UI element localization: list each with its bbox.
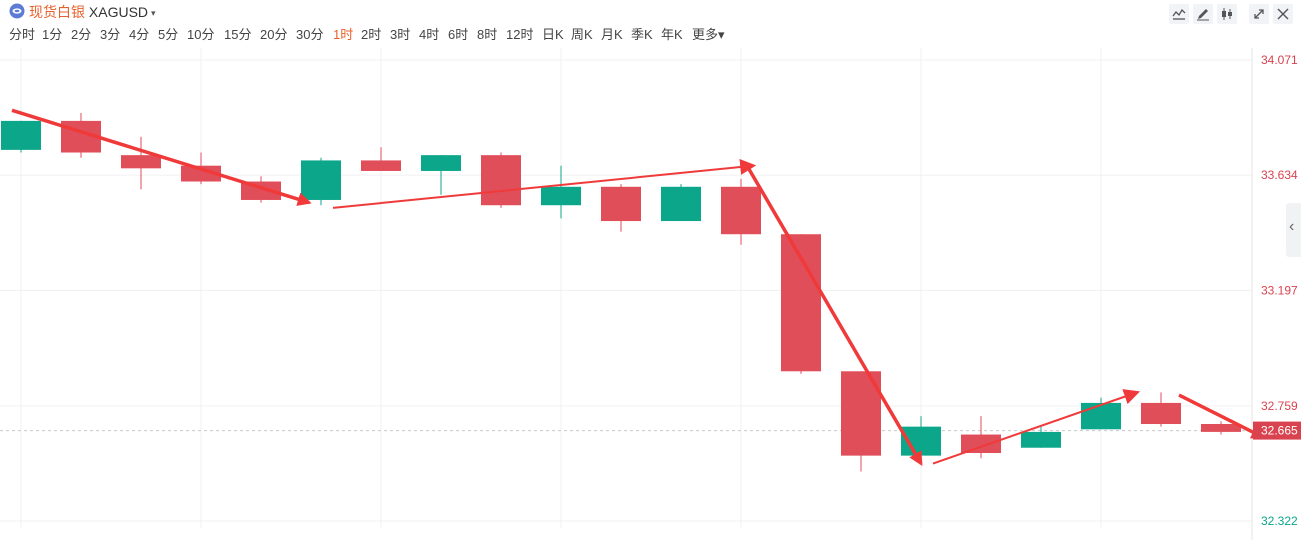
period-tab-7[interactable]: 15分	[224, 27, 252, 42]
period-tab-17[interactable]: 日K	[542, 27, 564, 42]
candle-body	[1201, 424, 1241, 432]
candlestick-chart: 34.071 33.634 33.197 32.759 32.322 32.665	[0, 48, 1301, 540]
trend-arrow	[11, 108, 312, 206]
symbol-selector[interactable]: 现货白银 XAGUSD ▾	[29, 3, 156, 21]
trend-arrow	[932, 389, 1141, 465]
period-tab-10[interactable]: 1时	[333, 27, 354, 42]
candle-body	[1, 120, 41, 150]
close-button[interactable]	[1273, 4, 1293, 24]
expand-icon	[1254, 9, 1264, 19]
period-tab-18[interactable]: 周K	[571, 27, 593, 42]
trend-arrow	[1178, 393, 1266, 439]
period-tab-2[interactable]: 2分	[71, 27, 92, 42]
close-icon	[1277, 8, 1289, 20]
period-tab-6[interactable]: 10分	[187, 27, 215, 42]
trend-arrow	[332, 159, 757, 209]
chevron-left-icon: ‹	[1289, 218, 1295, 235]
period-tab-3[interactable]: 3分	[100, 27, 121, 42]
period-tab-8[interactable]: 20分	[260, 27, 288, 42]
y-tick-label: 34.071	[1261, 53, 1298, 67]
symbol-code: XAGUSD	[88, 4, 149, 20]
y-tick-label: 33.634	[1261, 168, 1298, 182]
period-tab-16[interactable]: 12时	[506, 27, 534, 42]
symbol-name: 现货白银	[29, 4, 85, 20]
period-tab-15[interactable]: 8时	[477, 27, 498, 42]
candle-body	[361, 160, 401, 171]
candle-body	[601, 186, 641, 222]
period-tabs: 分时 1分 2分 3分 4分 5分 10分 15分 20分 30分 1时 2时 3时 4时 6时 8时 12时日…	[0, 26, 760, 44]
period-tab-9[interactable]: 30分	[296, 27, 324, 42]
period-tab-12[interactable]: 3时	[390, 27, 411, 42]
candle-style-icon	[1222, 8, 1232, 20]
candle-body	[721, 186, 761, 235]
period-tab-0[interactable]: 分时	[9, 27, 36, 42]
candle-body	[181, 165, 221, 182]
candle-style-button[interactable]	[1217, 4, 1237, 24]
candle-body	[1081, 402, 1121, 430]
candle-body	[1021, 431, 1061, 448]
candle-body	[301, 160, 341, 200]
period-tab-1[interactable]: 1分	[42, 27, 63, 42]
period-tab-5[interactable]: 5分	[158, 27, 179, 42]
last-price-tag	[1253, 421, 1301, 440]
y-tick-label: 32.322	[1261, 514, 1298, 528]
candle-body	[481, 155, 521, 206]
trend-arrow	[745, 164, 923, 466]
period-tab-14[interactable]: 6时	[448, 27, 469, 42]
line-tool-button[interactable]	[1169, 4, 1189, 24]
period-tab-21[interactable]: 年K	[661, 27, 683, 42]
chart-header: 现货白银 XAGUSD ▾	[0, 0, 1301, 24]
silver-coin-icon	[9, 3, 25, 19]
chevron-down-icon: ▾	[151, 8, 156, 18]
candle-body	[121, 155, 161, 169]
draw-tool-icon	[1197, 9, 1209, 21]
period-tab-4[interactable]: 4分	[129, 27, 150, 42]
y-tick-label: 33.197	[1261, 283, 1298, 297]
side-panel-toggle[interactable]: ‹	[1286, 203, 1301, 257]
period-tab-13[interactable]: 4时	[419, 27, 440, 42]
y-tick-label: 32.759	[1261, 399, 1298, 413]
period-tab-20[interactable]: 季K	[631, 27, 653, 42]
last-price-label: 32.665	[1261, 424, 1298, 438]
candle-body	[661, 186, 701, 222]
draw-tool-button[interactable]	[1193, 4, 1213, 24]
expand-button[interactable]	[1249, 4, 1269, 24]
period-tab-11[interactable]: 2时	[361, 27, 382, 42]
candle-body	[541, 186, 581, 206]
candle-body	[1141, 402, 1181, 425]
chart-toolbar	[1169, 4, 1293, 24]
period-tab-19[interactable]: 月K	[601, 27, 623, 42]
period-tab-22[interactable]: 更多▾	[692, 27, 725, 42]
candle-body	[961, 434, 1001, 453]
line-tool-icon	[1172, 8, 1186, 20]
candle-body	[421, 155, 461, 171]
